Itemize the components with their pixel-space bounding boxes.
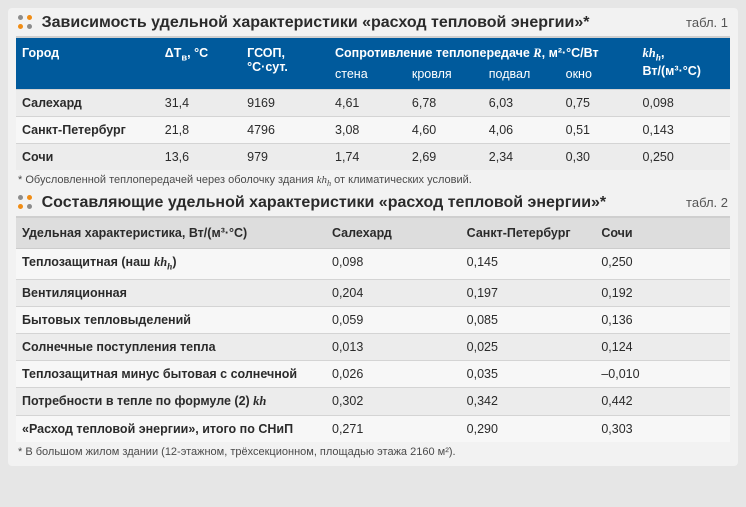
cell-window: 0,30 <box>560 144 637 171</box>
cell-v3: 0,192 <box>595 279 730 306</box>
cell-gsop: 979 <box>241 144 329 171</box>
cell-khh: 0,250 <box>637 144 730 171</box>
cell-label: «Расход тепловой энергии», итого по СНиП <box>16 415 326 442</box>
bullet-dots-icon <box>18 15 32 29</box>
table-row: Вентиляционная0,2040,1970,192 <box>16 279 730 306</box>
cell-gsop: 9169 <box>241 90 329 117</box>
cell-v2: 0,025 <box>461 333 596 360</box>
cell-wall: 4,61 <box>329 90 406 117</box>
table1-caption-row: Зависимость удельной характеристики «рас… <box>16 8 730 36</box>
cell-label: Вентиляционная <box>16 279 326 306</box>
cell-roof: 2,69 <box>406 144 483 171</box>
th-gsop: ГСОП,°C·сут. <box>241 37 329 90</box>
cell-basement: 6,03 <box>483 90 560 117</box>
cell-v2: 0,085 <box>461 306 596 333</box>
cell-v1: 0,026 <box>326 360 461 387</box>
table2-caption: Составляющие удельной характеристики «ра… <box>18 194 606 212</box>
table2-head: Удельная характеристика, Вт/(м³·°C) Сале… <box>16 217 730 249</box>
table-row: Бытовых тепловыделений0,0590,0850,136 <box>16 306 730 333</box>
cell-basement: 4,06 <box>483 117 560 144</box>
table2-label: табл. 2 <box>686 195 728 212</box>
th-roof: кровля <box>406 67 483 90</box>
table1-caption-text: Зависимость удельной характеристики «рас… <box>42 14 590 31</box>
cell-dT: 13,6 <box>159 144 241 171</box>
cell-v3: 0,124 <box>595 333 730 360</box>
cell-label: Солнечные поступления тепла <box>16 333 326 360</box>
cell-label: Теплозащитная (наш khh) <box>16 249 326 280</box>
th-col2: Санкт-Петербург <box>461 217 596 249</box>
cell-label: Теплозащитная минус бытовая с солнечной <box>16 360 326 387</box>
cell-v3: 0,442 <box>595 387 730 415</box>
cell-dT: 21,8 <box>159 117 241 144</box>
table-row: «Расход тепловой энергии», итого по СНиП… <box>16 415 730 442</box>
th-wall: стена <box>329 67 406 90</box>
table-row: Теплозащитная (наш khh)0,0980,1450,250 <box>16 249 730 280</box>
cell-v3: –0,010 <box>595 360 730 387</box>
cell-gsop: 4796 <box>241 117 329 144</box>
table1: Город ΔTв, °C ГСОП,°C·сут. Сопротивление… <box>16 36 730 170</box>
cell-v2: 0,145 <box>461 249 596 280</box>
th-window: окно <box>560 67 637 90</box>
cell-v1: 0,204 <box>326 279 461 306</box>
cell-city: Санкт-Петербург <box>16 117 159 144</box>
table-row: Сочи13,69791,742,692,340,300,250 <box>16 144 730 171</box>
cell-v1: 0,302 <box>326 387 461 415</box>
cell-city: Салехард <box>16 90 159 117</box>
cell-v2: 0,197 <box>461 279 596 306</box>
cell-v2: 0,290 <box>461 415 596 442</box>
cell-v2: 0,342 <box>461 387 596 415</box>
cell-city: Сочи <box>16 144 159 171</box>
table1-footnote: * Обусловленной теплопередачей через обо… <box>16 170 730 188</box>
cell-wall: 3,08 <box>329 117 406 144</box>
table2-caption-text: Составляющие удельной характеристики «ра… <box>42 194 607 211</box>
table-row: Санкт-Петербург21,847963,084,604,060,510… <box>16 117 730 144</box>
table2: Удельная характеристика, Вт/(м³·°C) Сале… <box>16 216 730 442</box>
cell-v1: 0,098 <box>326 249 461 280</box>
table-row: Потребности в тепле по формуле (2) kh0,3… <box>16 387 730 415</box>
cell-roof: 6,78 <box>406 90 483 117</box>
cell-v1: 0,013 <box>326 333 461 360</box>
cell-label: Потребности в тепле по формуле (2) kh <box>16 387 326 415</box>
table2-footnote: * В большом жилом здании (12-этажном, тр… <box>16 442 730 458</box>
table-row: Теплозащитная минус бытовая с солнечной0… <box>16 360 730 387</box>
cell-khh: 0,143 <box>637 117 730 144</box>
table1-head: Город ΔTв, °C ГСОП,°C·сут. Сопротивление… <box>16 37 730 90</box>
cell-v1: 0,271 <box>326 415 461 442</box>
bullet-dots-icon <box>18 195 32 209</box>
cell-v2: 0,035 <box>461 360 596 387</box>
table1-label: табл. 1 <box>686 15 728 32</box>
th-col1: Салехард <box>326 217 461 249</box>
th-resistance: Сопротивление теплопередаче R, м²·°C/Вт <box>329 37 637 67</box>
cell-roof: 4,60 <box>406 117 483 144</box>
cell-khh: 0,098 <box>637 90 730 117</box>
cell-v1: 0,059 <box>326 306 461 333</box>
th-khh: khh,Вт/(м³·°C) <box>637 37 730 90</box>
table1-caption: Зависимость удельной характеристики «рас… <box>18 14 589 32</box>
th-characteristic: Удельная характеристика, Вт/(м³·°C) <box>16 217 326 249</box>
table-row: Салехард31,491694,616,786,030,750,098 <box>16 90 730 117</box>
cell-v3: 0,136 <box>595 306 730 333</box>
th-col3: Сочи <box>595 217 730 249</box>
th-dT: ΔTв, °C <box>159 37 241 90</box>
cell-window: 0,51 <box>560 117 637 144</box>
cell-dT: 31,4 <box>159 90 241 117</box>
cell-wall: 1,74 <box>329 144 406 171</box>
table-row: Солнечные поступления тепла0,0130,0250,1… <box>16 333 730 360</box>
th-city: Город <box>16 37 159 90</box>
table2-body: Теплозащитная (наш khh)0,0980,1450,250Ве… <box>16 249 730 442</box>
cell-v3: 0,303 <box>595 415 730 442</box>
tables-panel: Зависимость удельной характеристики «рас… <box>8 8 738 466</box>
cell-label: Бытовых тепловыделений <box>16 306 326 333</box>
cell-window: 0,75 <box>560 90 637 117</box>
table1-body: Салехард31,491694,616,786,030,750,098Сан… <box>16 90 730 171</box>
cell-basement: 2,34 <box>483 144 560 171</box>
th-basement: подвал <box>483 67 560 90</box>
cell-v3: 0,250 <box>595 249 730 280</box>
table2-caption-row: Составляющие удельной характеристики «ра… <box>16 188 730 216</box>
